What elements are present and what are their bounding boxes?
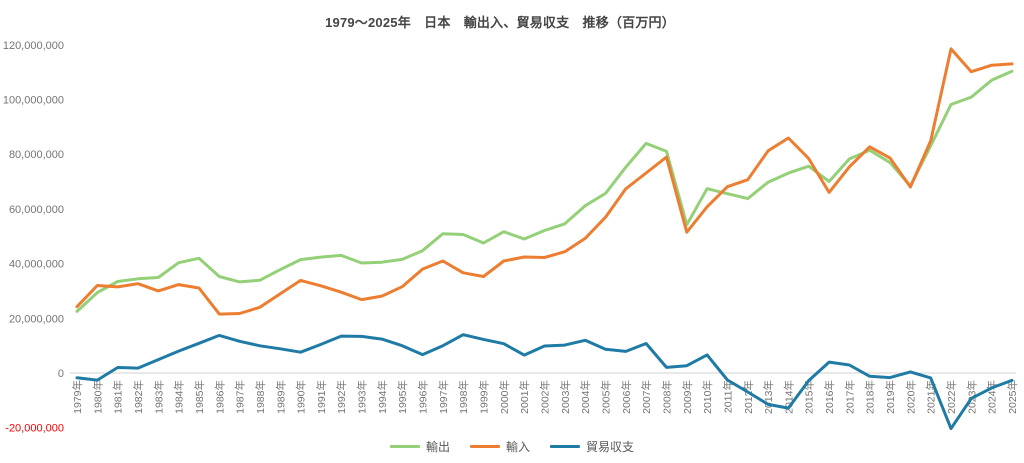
x-tick-label: 1982年 <box>132 380 145 414</box>
x-tick-label: 1987年 <box>234 380 247 414</box>
x-tick-label: 1989年 <box>274 380 287 414</box>
x-tick-label: 1996年 <box>417 380 430 414</box>
x-tick-label: 1999年 <box>478 380 491 414</box>
x-tick-label: 2022年 <box>945 380 958 414</box>
y-tick-label: 0 <box>58 368 64 380</box>
series-line-輸出 <box>75 69 1014 313</box>
y-tick-label: 100,000,000 <box>3 95 64 107</box>
x-tick-label: 1995年 <box>396 380 409 414</box>
x-tick-label: 1990年 <box>295 380 308 414</box>
y-tick-label: -20,000,000 <box>5 423 64 435</box>
x-tick-label: 1984年 <box>173 380 186 414</box>
x-tick-label: 2021年 <box>925 380 938 414</box>
legend-label-imports: 輸入 <box>505 440 530 454</box>
y-tick-label: 120,000,000 <box>3 40 64 52</box>
series-line-貿易収支 <box>75 333 1014 431</box>
exports-line-swatch <box>389 445 420 448</box>
x-tick-label: 1994年 <box>376 380 389 414</box>
x-tick-label: 2011年 <box>721 380 734 413</box>
legend-item-exports: 輸出 <box>389 438 450 455</box>
x-tick-label: 1986年 <box>213 380 226 414</box>
x-tick-label: 2010年 <box>701 380 714 414</box>
y-tick-label: 40,000,000 <box>9 259 64 271</box>
y-tick-label: 80,000,000 <box>9 149 64 161</box>
x-tick-label: 2015年 <box>803 380 816 414</box>
y-tick-label: 20,000,000 <box>9 313 64 325</box>
x-tick-label: 2025年 <box>1006 380 1019 414</box>
x-tick-label: 2013年 <box>762 380 775 414</box>
legend-label-trade-balance: 貿易収支 <box>586 440 635 454</box>
x-tick-label: 2017年 <box>843 380 856 414</box>
x-tick-label: 1981年 <box>112 380 125 414</box>
x-tick-label: 2003年 <box>559 380 572 414</box>
x-tick-label: 1988年 <box>254 380 267 414</box>
x-tick-label: 2019年 <box>884 380 897 414</box>
x-tick-label: 2007年 <box>640 380 653 414</box>
chart-legend: 輸出 輸入 貿易収支 <box>0 438 1024 455</box>
x-tick-label: 1979年 <box>71 380 84 414</box>
legend-item-trade-balance: 貿易収支 <box>550 438 634 455</box>
y-tick-label: 60,000,000 <box>9 204 64 216</box>
x-tick-label: 2000年 <box>498 380 511 414</box>
x-tick-label: 2008年 <box>660 380 673 414</box>
x-tick-label: 1991年 <box>315 380 328 414</box>
x-tick-label: 1997年 <box>437 380 450 414</box>
x-tick-label: 2016年 <box>823 380 836 414</box>
x-tick-label: 2004年 <box>579 380 592 414</box>
x-tick-label: 2005年 <box>599 380 612 414</box>
x-tick-label: 2012年 <box>742 380 755 414</box>
x-tick-label: 1980年 <box>91 380 104 414</box>
series-line-輸入 <box>75 47 1014 316</box>
x-tick-label: 1993年 <box>356 380 369 414</box>
legend-label-exports: 輸出 <box>425 440 450 454</box>
x-tick-label: 2006年 <box>620 380 633 414</box>
x-tick-label: 1998年 <box>457 380 470 414</box>
x-tick-label: 2001年 <box>518 380 531 414</box>
imports-line-swatch <box>469 445 500 448</box>
x-tick-label: 2020年 <box>904 380 917 414</box>
x-tick-label: 2009年 <box>681 380 694 414</box>
x-tick-label: 1983年 <box>152 380 165 414</box>
x-tick-label: 2018年 <box>864 380 877 414</box>
x-tick-label: 2002年 <box>539 380 552 414</box>
trade-balance-line-swatch <box>550 445 580 448</box>
x-tick-label: 1985年 <box>193 380 206 414</box>
x-tick-label: 1992年 <box>335 380 348 414</box>
chart-title: 1979～2025年 日本 輸出入、貿易収支 推移（百万円） <box>325 15 675 30</box>
legend-item-imports: 輸入 <box>469 438 530 455</box>
